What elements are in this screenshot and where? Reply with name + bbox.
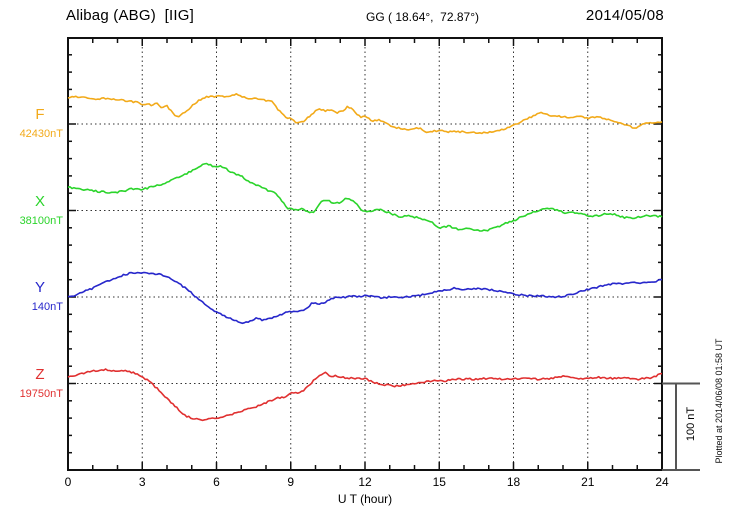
station-title: Alibag (ABG) [IIG] [66,7,195,24]
series-baseline-Z: 19750nT [19,387,63,400]
series-baseline-X: 38100nT [19,214,63,227]
trace-X [67,162,663,232]
x-tick-label: 6 [213,475,220,489]
scale-bar-label: 100 nT [685,406,697,442]
series-letter-X: X [34,192,45,210]
series-baseline-F: 42430nT [19,128,63,140]
observation-date: 2014/05/08 [585,7,664,24]
x-axis-title: U T (hour) [337,492,393,506]
geo-coordinates: GG ( 18.64°, 72.87°) [366,10,479,24]
trace-F [67,93,663,135]
x-tick-label: 12 [358,475,372,489]
x-tick-label: 0 [64,475,72,489]
x-tick-label: 9 [287,475,295,489]
series-baseline-Y: 140nT [31,301,63,313]
x-tick-label: 3 [138,475,146,489]
x-tick-label: 21 [581,475,595,489]
plotted-timestamp-note: Plotted at 2014/06/08 01:58 UT [714,338,724,464]
x-tick-label: 18 [506,475,521,489]
series-letter-F: F [35,106,45,123]
x-tick-label: 15 [432,475,446,489]
series-letter-Z: Z [35,365,45,383]
trace-Z [67,368,662,422]
x-tick-label: 24 [655,475,669,489]
series-letter-Y: Y [34,279,45,296]
trace-Y [67,271,663,325]
